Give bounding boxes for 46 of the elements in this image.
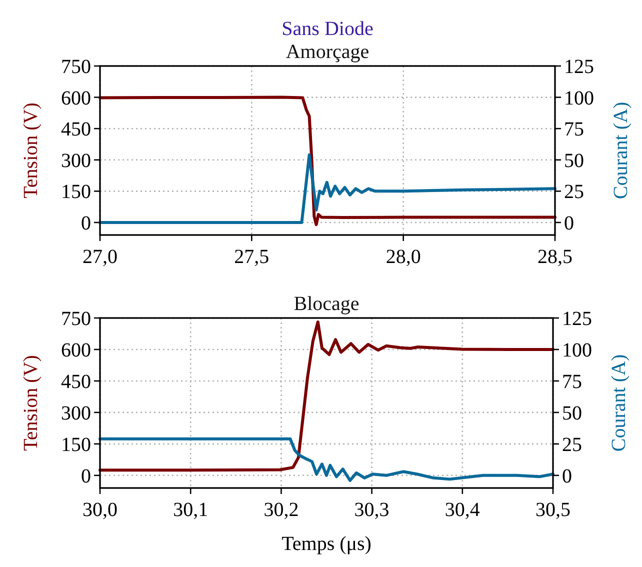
- y-tick-label: 750: [61, 56, 91, 78]
- chart-title: Blocage: [294, 293, 360, 315]
- y-tick-label: 450: [61, 370, 91, 393]
- y2-tick-label: 50: [564, 150, 584, 172]
- line-series: [98, 320, 554, 472]
- y-tick-label: 150: [61, 181, 91, 204]
- y2-tick-label: 75: [562, 370, 582, 393]
- y-tick-label: 150: [61, 434, 91, 456]
- y-axis-title: Tension (V): [20, 102, 42, 198]
- y2-tick-label: 100: [564, 87, 594, 110]
- y2-tick-label: 75: [564, 118, 584, 141]
- line-series: [98, 153, 556, 224]
- y-tick-label: 0: [81, 465, 91, 488]
- y-tick-label: 600: [61, 87, 91, 110]
- y2-tick-label: 125: [562, 308, 592, 330]
- x-tick-label: 30,2: [264, 499, 299, 521]
- y2-tick-label: 100: [562, 339, 592, 362]
- y-tick-label: 600: [61, 339, 91, 362]
- x-axis-title: Temps (μs): [282, 533, 372, 555]
- x-tick-label: 27,0: [82, 246, 118, 268]
- x-tick-label: 30,0: [82, 499, 118, 521]
- y2-tick-label: 0: [562, 465, 572, 488]
- y-axis-title: Tension (V): [20, 355, 42, 451]
- line-series: [98, 437, 554, 482]
- y-tick-label: 300: [61, 150, 91, 172]
- chart-title: Sans Diode: [282, 18, 374, 40]
- y2-axis-title: Courant (A): [610, 102, 632, 200]
- line-series: [98, 96, 556, 226]
- x-tick-label: 27,5: [234, 246, 270, 268]
- y2-tick-label: 50: [562, 402, 582, 424]
- x-tick-label: 30,3: [354, 499, 390, 521]
- y-tick-label: 300: [61, 402, 91, 424]
- x-tick-label: 28,5: [538, 246, 572, 268]
- y2-tick-label: 25: [562, 434, 582, 456]
- y-tick-label: 750: [61, 308, 91, 330]
- y2-axis-title: Courant (A): [608, 354, 630, 452]
- chart-subtitle: Amorçage: [286, 41, 370, 63]
- y2-tick-label: 0: [564, 212, 574, 234]
- y2-tick-label: 125: [564, 56, 594, 78]
- x-tick-label: 30,1: [173, 499, 208, 521]
- y-tick-label: 450: [61, 118, 91, 141]
- y-tick-label: 0: [81, 212, 91, 234]
- x-tick-label: 30,4: [444, 499, 480, 521]
- x-tick-label: 28,0: [386, 246, 421, 268]
- y2-tick-label: 25: [564, 181, 584, 204]
- x-tick-label: 30,5: [536, 499, 570, 521]
